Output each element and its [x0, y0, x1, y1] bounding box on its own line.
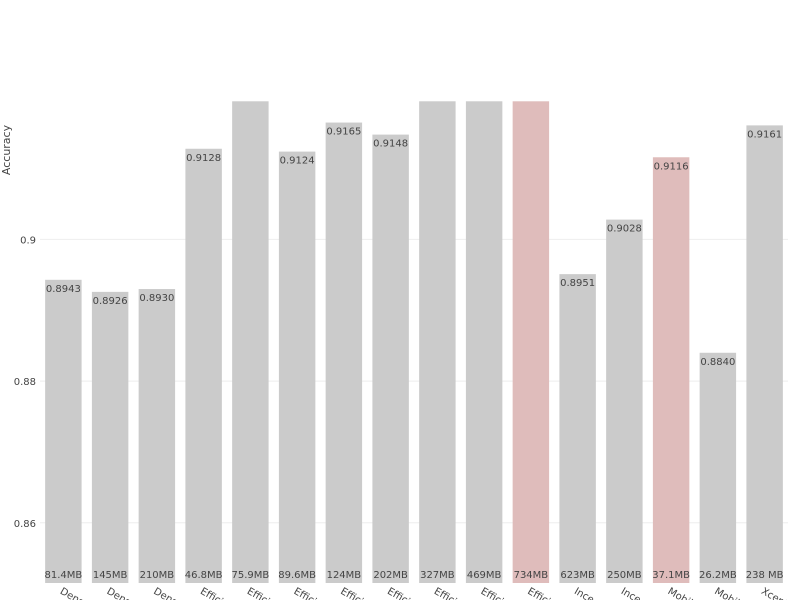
bar	[512, 101, 550, 584]
bar	[185, 148, 222, 584]
bar-size-label: 75.9MB	[231, 570, 269, 581]
bar	[372, 134, 409, 583]
bar-value-label: 0.8943	[46, 284, 81, 295]
bar	[138, 289, 176, 583]
bar-size-label: 46.8MB	[185, 570, 223, 581]
bar-value-label: 0.8926	[93, 296, 128, 307]
bar-size-label: 37.1MB	[652, 570, 690, 581]
x-tick-label: Effici	[245, 586, 272, 600]
bars: 0.8943 81.4MB 0.8926 145MB 0.8930 210MB 0.9128…	[44, 101, 784, 584]
bar-value-label: 0.8930	[139, 293, 174, 304]
x-tick-label: Effici	[525, 586, 552, 600]
x-tick-label: Ince	[572, 586, 596, 600]
bar	[325, 122, 363, 584]
bar-size-label: 250MB	[607, 570, 642, 581]
bar-size-label: 327MB	[420, 570, 455, 581]
bar-value-label: 0.9148	[373, 139, 408, 150]
bar-size-label: 734MB	[514, 570, 549, 581]
y-axis-label: Accuracy	[0, 124, 13, 175]
bar	[465, 101, 503, 584]
bar-value-label: 0.8951	[560, 278, 595, 289]
bar-value-label: 0.9128	[186, 153, 221, 164]
x-tick-label: Effici	[385, 586, 412, 600]
bar-value-label: 0.9124	[280, 156, 315, 167]
bar	[746, 125, 783, 583]
bar-size-label: 469MB	[467, 570, 502, 581]
bar-value-label: 0.9165	[326, 127, 361, 138]
bar	[699, 352, 737, 583]
x-tick-label: Ince	[619, 586, 643, 600]
bar	[559, 274, 596, 583]
bar-size-label: 145MB	[93, 570, 128, 581]
bar	[652, 157, 690, 584]
bar	[45, 279, 82, 583]
bar-size-label: 623MB	[560, 570, 595, 581]
x-tick-label: Xcept	[759, 586, 789, 600]
x-tick-label: Effici	[198, 586, 225, 600]
bar-size-label: 210MB	[140, 570, 175, 581]
x-tick-label: Mobil	[666, 586, 695, 600]
x-tick-label: Effici	[432, 586, 459, 600]
bar	[232, 101, 269, 584]
x-tick-label: Mobil	[712, 586, 741, 600]
y-tick-label: 0.86	[14, 519, 36, 530]
bar-value-label: 0.9161	[747, 129, 782, 140]
bar-size-label: 238 MB	[746, 570, 784, 581]
bar-size-label: 124MB	[327, 570, 362, 581]
y-axis-ticks: 0.86 0.88 0.9	[14, 235, 36, 529]
bar	[278, 151, 316, 583]
bar-value-label: 0.9116	[654, 161, 689, 172]
x-tick-label: Effici	[338, 586, 365, 600]
x-tick-label: Dens	[151, 586, 179, 600]
bar	[419, 101, 456, 584]
x-tick-label: Dens	[105, 586, 133, 600]
bar-size-label: 202MB	[373, 570, 408, 581]
y-tick-label: 0.88	[14, 377, 36, 388]
x-tick-label: Effici	[479, 586, 506, 600]
bar-size-label: 81.4MB	[44, 570, 82, 581]
bar-value-label: 0.8840	[700, 357, 735, 368]
bar-value-label: 0.9028	[607, 224, 642, 235]
y-tick-label: 0.9	[20, 235, 36, 246]
bar-size-label: 26.2MB	[699, 570, 737, 581]
x-axis-ticks: Dens Dens Dens Effici Effici Effici Effici Effi…	[58, 586, 790, 600]
x-tick-label: Dens	[58, 586, 86, 600]
x-tick-label: Effici	[292, 586, 319, 600]
bar-size-label: 89.6MB	[278, 570, 316, 581]
bar	[606, 219, 643, 583]
bar	[91, 291, 129, 583]
